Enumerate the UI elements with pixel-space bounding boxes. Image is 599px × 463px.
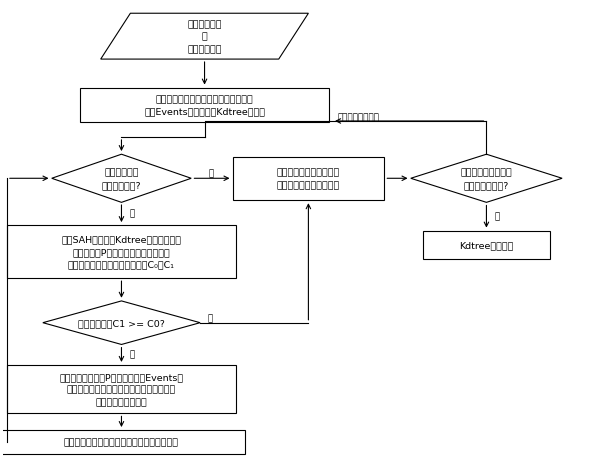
Polygon shape [43, 301, 200, 345]
Text: 是: 是 [207, 314, 213, 323]
Polygon shape [52, 155, 191, 203]
Text: 判断是否满足C1 >= C0?: 判断是否满足C1 >= C0? [78, 319, 165, 327]
FancyBboxPatch shape [7, 365, 235, 413]
Text: Kdtree构建结束: Kdtree构建结束 [459, 241, 513, 250]
Polygon shape [101, 14, 308, 60]
Text: 否: 否 [129, 209, 134, 218]
Polygon shape [411, 155, 562, 203]
Text: 将节点设为叶节点，并统
计其包含的基本对象集合: 将节点设为叶节点，并统 计其包含的基本对象集合 [277, 168, 340, 190]
FancyBboxPatch shape [7, 226, 235, 278]
Text: 判断是否满足
构建终止条件?: 判断是否满足 构建终止条件? [102, 168, 141, 190]
Text: 是: 是 [209, 169, 214, 178]
Text: 基于虚拟植被场景或单树几何模型数据
生成Events集合，构建Kdtree根节点: 基于虚拟植被场景或单树几何模型数据 生成Events集合，构建Kdtree根节点 [144, 95, 265, 116]
Text: 依次递归构建内部节点的左子节点、右子节点: 依次递归构建内部节点的左子节点、右子节点 [64, 438, 179, 446]
Text: 否: 否 [129, 349, 134, 358]
Text: 是: 是 [494, 212, 500, 221]
Text: 基于SAH方法确定Kdtree内部节点的最
优分割平面P，并计算其分别作为叶节
点、内部节点的光线遍历总代价C₀、C₁: 基于SAH方法确定Kdtree内部节点的最 优分割平面P，并计算其分别作为叶节 … [62, 235, 181, 269]
FancyBboxPatch shape [0, 430, 244, 454]
Text: 虚拟植被场景
或
单树几何模型: 虚拟植被场景 或 单树几何模型 [187, 20, 222, 54]
FancyBboxPatch shape [233, 157, 384, 200]
Text: 否，继续递归构建: 否，继续递归构建 [338, 113, 380, 122]
FancyBboxPatch shape [80, 88, 329, 123]
Text: 判断是否结束所有内
部节点递归构建?: 判断是否结束所有内 部节点递归构建? [461, 168, 512, 190]
Text: 基于最优分割平面P将内部节点的Events集
合细分至左子节点、右子节点，并初始化其
左子节点、右子节点: 基于最优分割平面P将内部节点的Events集 合细分至左子节点、右子节点，并初始… [59, 372, 183, 407]
FancyBboxPatch shape [423, 232, 550, 259]
